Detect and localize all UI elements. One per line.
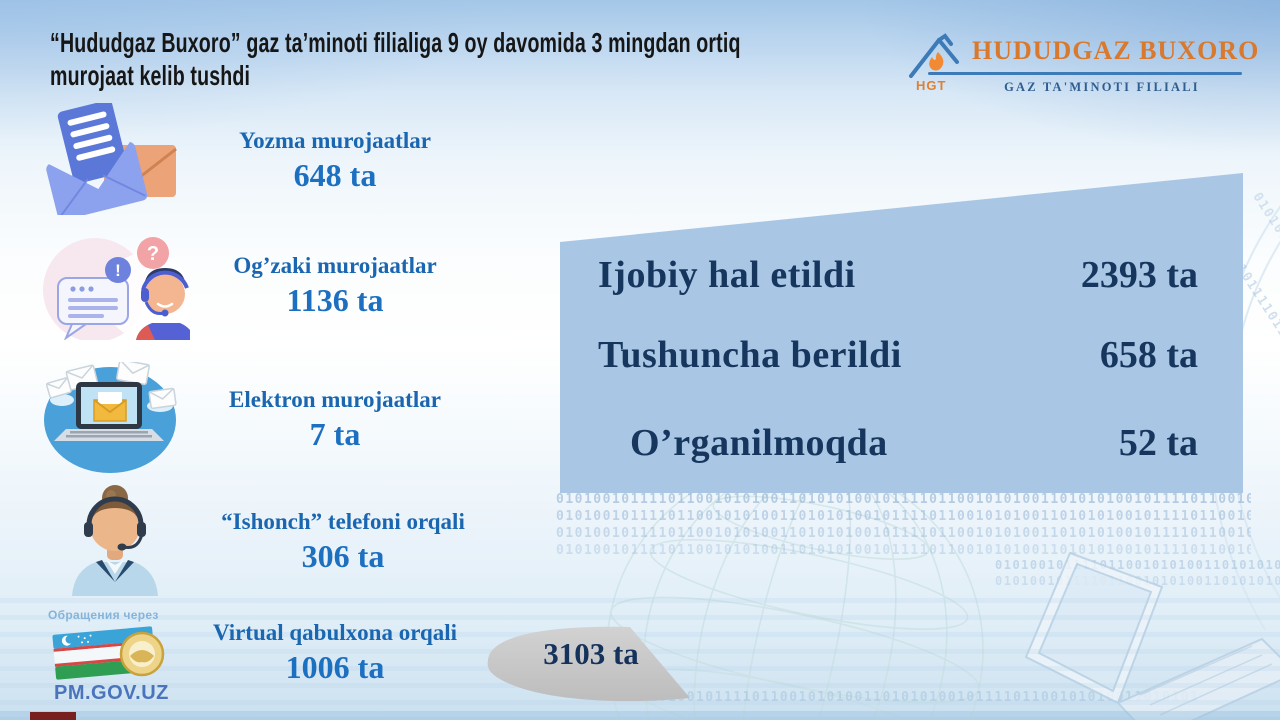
channel-label: Og’zaki murojaatlar <box>233 252 437 278</box>
result-value: 52 ta <box>1118 422 1198 464</box>
result-value: 658 ta <box>1099 334 1198 376</box>
binary-row-decoration: 0101001011110110010101001101010100101111… <box>556 492 1251 507</box>
channel-value: 1006 ta <box>285 648 385 685</box>
voice-operator-icon: ! ? <box>40 228 195 342</box>
logo-company-name: HUDUDGAZ BUXORO <box>972 36 1260 65</box>
channel-row-ogzaki: ! ? Og’zaki murojaatlar 1136 ta <box>40 228 485 343</box>
result-value: 2393 ta <box>1080 254 1198 296</box>
result-label: Tushuncha berildi <box>598 334 902 376</box>
channel-label: “Ishonch” telefoni orqali <box>221 508 465 534</box>
binary-row-decoration: 0101001011110110010101001101010100101111… <box>995 574 1280 588</box>
channel-value: 648 ta <box>293 156 377 193</box>
uzbek-flag-emblem-icon <box>52 626 165 680</box>
question-glyph: ? <box>147 243 159 265</box>
result-row: O’rganilmoqda 52 ta <box>598 421 1198 465</box>
channel-row-elektron: Elektron murojaatlar 7 ta <box>40 359 485 477</box>
pm-gov-domain-label: PM.GOV.UZ <box>54 682 169 704</box>
binary-row-decoration: 0101001011110110010101001101010100101111… <box>556 526 1251 541</box>
channel-row-yozma: Yozma murojaatlar 648 ta <box>40 100 485 221</box>
hgt-abbr-label: HGT <box>916 78 947 93</box>
call-center-operator-icon <box>40 484 190 596</box>
laptop-mail-icon <box>40 359 190 474</box>
binary-row-decoration: 0101001011110110010101001101010100101111… <box>556 543 1251 558</box>
channel-row-virtual: Обращения через <box>40 600 485 715</box>
total-value: 3103 ta <box>543 636 639 671</box>
channel-label: Virtual qabulxona orqali <box>212 619 458 645</box>
exclamation-glyph: ! <box>115 261 121 280</box>
channel-value: 7 ta <box>309 415 361 452</box>
binary-stream-decoration: 0101001011110110010101001101010100101111… <box>1248 190 1280 560</box>
logo-subtitle: GAZ TA'MINOTI FILIALI <box>1004 80 1200 94</box>
result-row: Ijobiy hal etildi 2393 ta <box>598 253 1198 297</box>
channel-value: 306 ta <box>301 537 385 574</box>
result-label: O’rganilmoqda <box>630 422 888 464</box>
result-label: Ijobiy hal etildi <box>598 254 856 296</box>
page-title: “Hududgaz Buxoro” gaz ta’minoti filialig… <box>50 27 741 91</box>
mail-envelopes-icon <box>40 100 190 221</box>
channel-value: 1136 ta <box>286 281 384 318</box>
results-panel: Ijobiy hal etildi 2393 ta Tushuncha beri… <box>560 173 1243 493</box>
binary-row-decoration: 0101001011110110010101001101010100101111… <box>995 558 1280 572</box>
channel-label: Yozma murojaatlar <box>239 127 431 153</box>
pm-gov-uz-logo: Обращения через <box>40 600 190 712</box>
laptop-decoration <box>1024 551 1280 720</box>
channel-row-ishonch: “Ishonch” telefoni orqali 306 ta <box>40 484 485 599</box>
channel-label: Elektron murojaatlar <box>229 386 441 412</box>
binary-row-decoration: 0101001011110110010101001101010100101111… <box>556 509 1251 524</box>
result-row: Tushuncha berildi 658 ta <box>598 333 1198 377</box>
pm-gov-caption: Обращения через <box>48 608 159 622</box>
hgt-house-flame-icon <box>909 33 959 78</box>
binary-row-decoration: 0101001011110110010101001101010100101111… <box>640 690 1200 705</box>
